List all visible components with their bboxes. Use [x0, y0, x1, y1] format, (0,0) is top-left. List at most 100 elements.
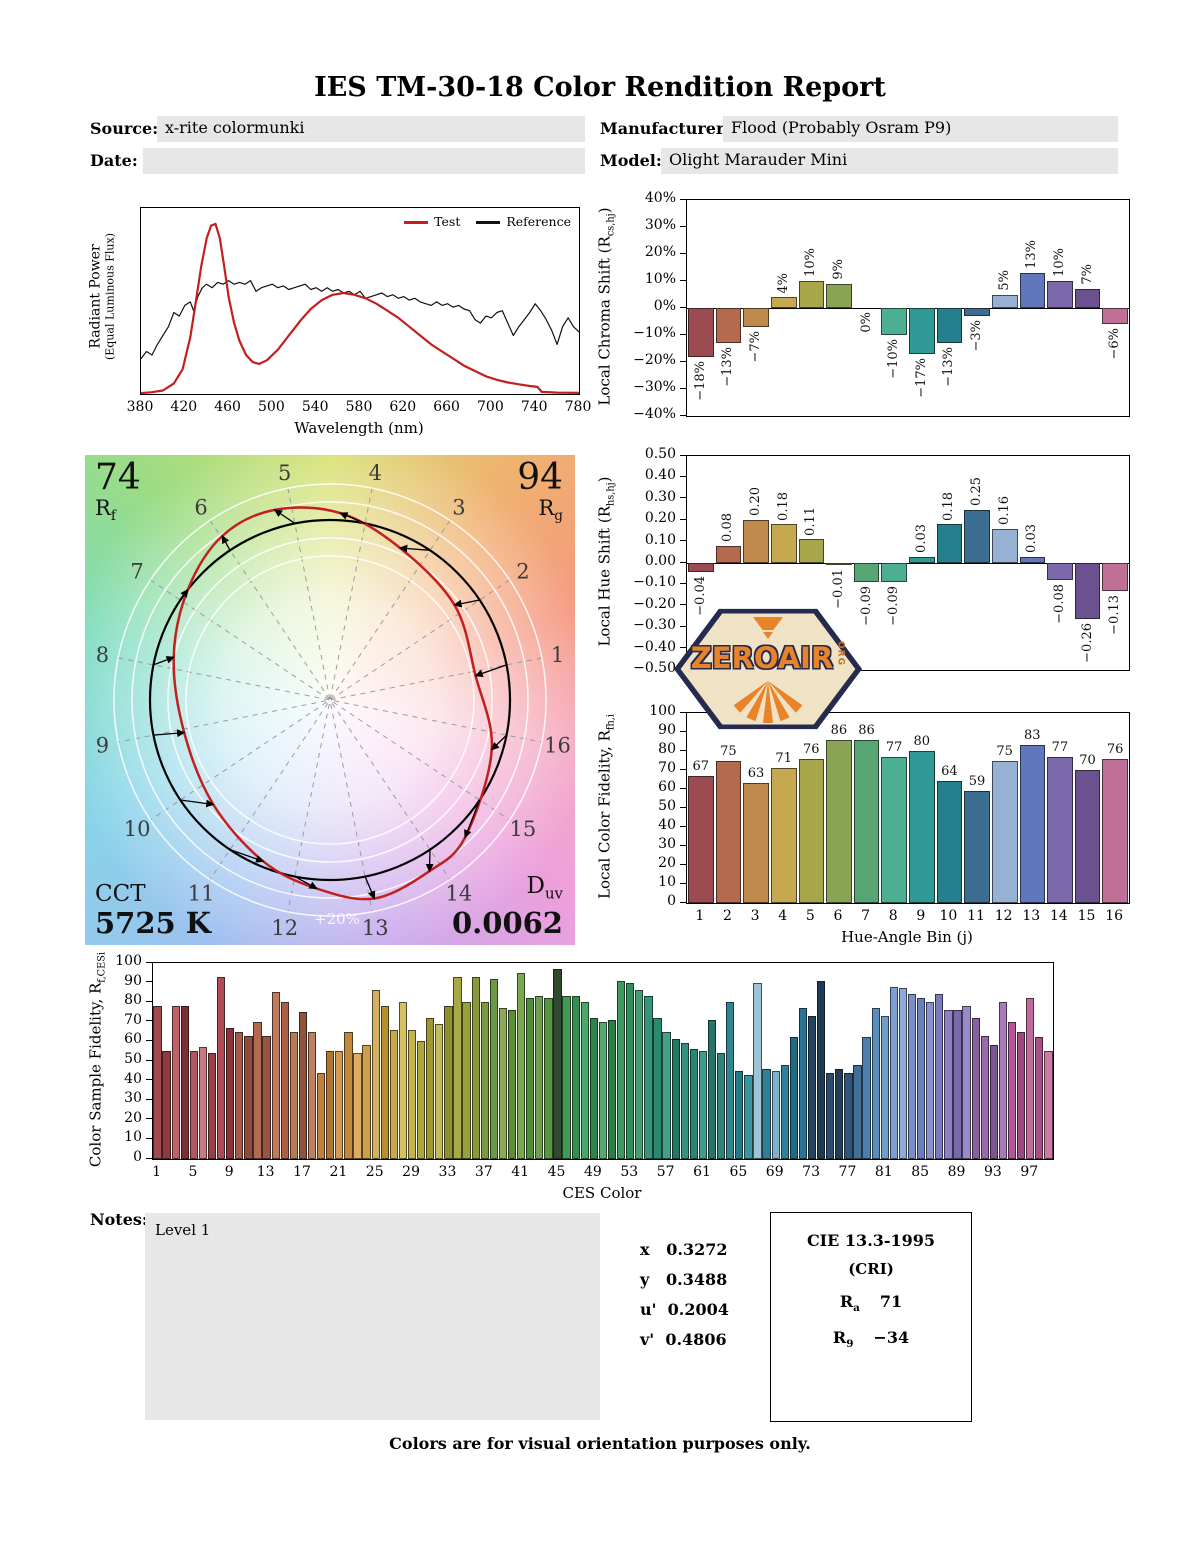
x-tick-label: 37 — [474, 1164, 493, 1180]
y-tick-label: 40 — [658, 817, 676, 833]
bar-40 — [507, 1010, 517, 1159]
x-tick-label: 49 — [583, 1164, 602, 1180]
bar-1 — [688, 308, 714, 357]
x-tick-label: 77 — [838, 1164, 857, 1180]
rg-value: 94 — [517, 457, 563, 498]
flashlight-icon — [753, 617, 783, 630]
reference-line-swatch — [476, 221, 501, 224]
x-tick-label: 69 — [765, 1164, 784, 1180]
x-tick-label: 660 — [433, 399, 460, 415]
bar-value-label: 10% — [803, 248, 819, 277]
bar-50 — [598, 1021, 608, 1159]
legend-reference: Reference — [476, 214, 571, 229]
y-tick-mark — [680, 561, 686, 563]
y-tick-label: 0.30 — [644, 488, 676, 505]
spd-curves — [140, 222, 580, 395]
bar-29 — [407, 1029, 417, 1159]
bar-value-label: 70 — [1079, 753, 1096, 768]
bar-value-label: 75 — [996, 743, 1013, 759]
bar-43 — [535, 996, 544, 1159]
y-tick-label: 100 — [115, 953, 142, 969]
y-tick-mark — [680, 863, 686, 865]
y-tick-mark — [680, 387, 686, 389]
y-tick-label: 70 — [658, 760, 676, 776]
y-tick-mark — [680, 844, 686, 846]
bar-63 — [717, 1053, 726, 1159]
bar-value-label: −17% — [913, 357, 929, 398]
y-tick-mark — [680, 454, 686, 456]
y-tick-label: 0.20 — [644, 510, 676, 527]
test-line-swatch — [404, 221, 429, 224]
y-tick-label: 90 — [658, 722, 676, 738]
y-tick-label: 0% — [653, 298, 676, 314]
duv-block: Duv 0.0062 — [452, 873, 563, 939]
bar-92 — [980, 1035, 989, 1159]
y-tick-mark — [680, 604, 686, 606]
date-label: Date: — [90, 151, 138, 170]
y-tick-mark — [680, 306, 686, 308]
bar-69 — [771, 1070, 780, 1159]
bar-15 — [1074, 563, 1101, 619]
manufacturer-value: Flood (Probably Osram P9) — [731, 118, 952, 137]
y-tick-mark — [146, 961, 152, 963]
x-tick-label: 540 — [301, 399, 329, 415]
y-tick-label: 40% — [644, 190, 676, 206]
x-tick-label: 13 — [1022, 908, 1041, 924]
y-tick-label: 20 — [124, 1109, 142, 1126]
bar-9 — [226, 1027, 235, 1159]
bar-value-label: 83 — [1024, 728, 1041, 744]
duv-value: 0.0062 — [452, 906, 563, 940]
bar-1 — [688, 775, 714, 903]
y-tick-mark — [680, 749, 686, 751]
y-tick-label: −40% — [633, 406, 676, 422]
bar-value-label: 0.18 — [941, 491, 957, 521]
bar-value-label: 67 — [692, 758, 710, 774]
shift-arrow — [229, 849, 265, 863]
y-tick-label: 60 — [124, 1031, 142, 1048]
bar-value-label: −0.08 — [1051, 584, 1067, 624]
y-tick-label: 0.10 — [644, 531, 676, 548]
cri-ra-row: Ra 71 — [771, 1292, 971, 1314]
legend-test: Test — [404, 214, 460, 229]
zero-axis-line — [687, 563, 1129, 564]
bar-38 — [489, 978, 499, 1159]
hue-bin-number: 2 — [516, 559, 529, 583]
y-tick-mark — [680, 540, 686, 542]
bar-14 — [271, 992, 280, 1159]
bar-6 — [198, 1047, 208, 1159]
bar-value-label: 77 — [885, 739, 903, 755]
spd-x-axis-label: Wavelength (nm) — [294, 419, 424, 437]
x-tick-label: 7 — [861, 908, 871, 924]
bar-10 — [936, 781, 963, 903]
y-tick-label: 50 — [658, 798, 676, 814]
x-tick-label: 1 — [695, 908, 705, 924]
fidelity-y-axis-label: Local Color Fidelity, Rfh,i — [595, 714, 617, 899]
bar-44 — [544, 998, 553, 1159]
bar-value-label: 63 — [747, 766, 765, 782]
y-tick-mark — [680, 882, 686, 884]
bar-7 — [853, 739, 880, 903]
bar-value-label: 59 — [968, 773, 986, 789]
bar-59 — [680, 1043, 689, 1159]
bar-3 — [743, 308, 769, 327]
x-tick-label: 14 — [1050, 908, 1068, 924]
fidelity-x-ticks: 1 2 3 4 5 6 7 8 9 10 11 12 13 14 15 16 — [686, 906, 1128, 924]
bar-83 — [898, 988, 908, 1159]
shift-arrow — [179, 588, 189, 601]
bar-41 — [517, 972, 526, 1159]
y-tick-label: 70 — [124, 1011, 142, 1028]
x-tick-label: 780 — [564, 399, 592, 415]
y-tick-mark — [680, 252, 686, 254]
y-tick-mark — [680, 768, 686, 770]
bar-68 — [762, 1068, 771, 1159]
bar-16 — [1102, 308, 1128, 325]
bar-value-label: 0.20 — [748, 487, 764, 517]
bar-value-label: −13% — [720, 347, 736, 387]
cri-box: CIE 13.3-1995 (CRI) Ra 71 R9 −34 — [770, 1212, 972, 1422]
y-tick-label: 10% — [644, 271, 676, 287]
bar-47 — [571, 996, 580, 1159]
y-tick-label: 30% — [644, 217, 676, 233]
cri-r9-row: R9 −34 — [771, 1328, 971, 1350]
rg-block: 94 Rg — [517, 459, 563, 527]
